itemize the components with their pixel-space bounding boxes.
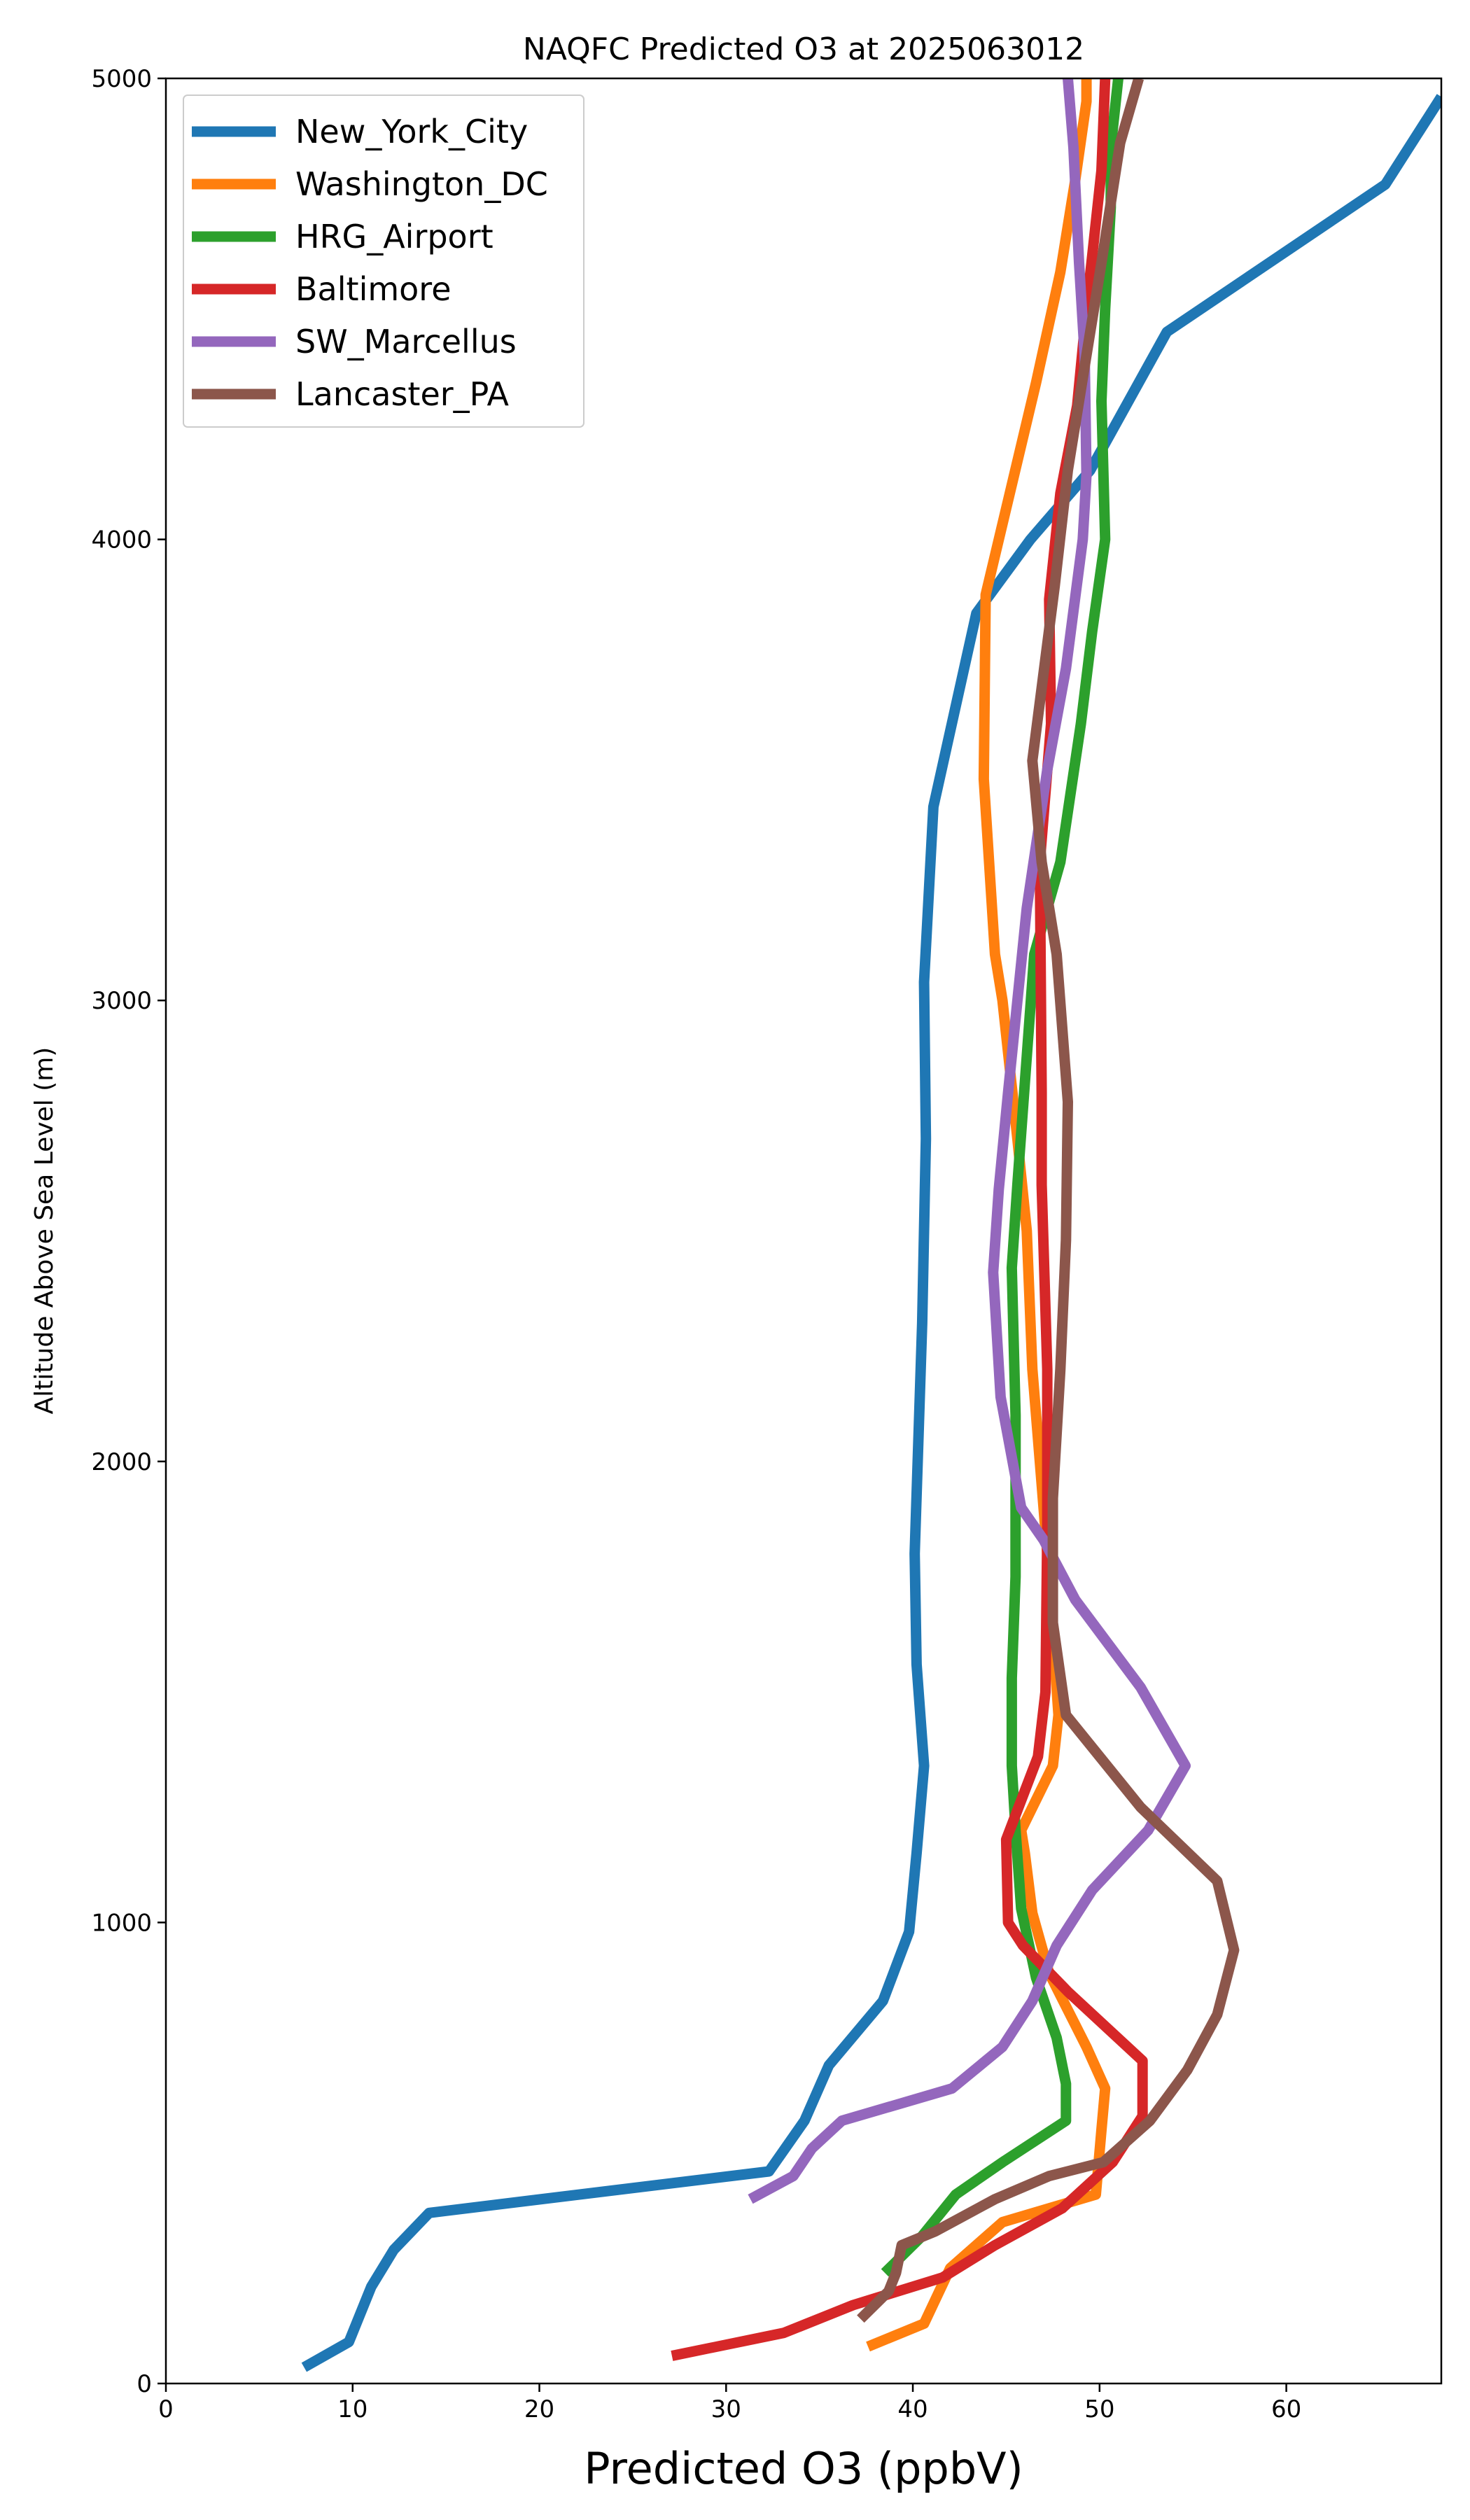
legend-label: HRG_Airport [295,218,493,255]
legend-box [183,94,584,428]
legend-label: New_York_City [295,113,528,150]
y-tick-label: 2000 [91,1448,152,1476]
chart-title: NAQFC Predicted O3 at 2025063012 [523,31,1084,67]
series-line-new-york-city [301,94,1441,2372]
legend-label: Lancaster_PA [295,375,509,413]
legend: New_York_City Washington_DC HRG_Airport Bal… [183,94,584,428]
series-line-lancaster-pa [857,78,1240,2323]
legend-label: Washington_DC [295,165,548,203]
plot-frame [164,77,1443,2385]
legend-label: Baltimore [295,270,451,308]
x-tick-label: 30 [711,2395,741,2423]
series-layer [301,78,1441,2372]
x-tick-label: 10 [337,2395,368,2423]
y-tick-label: 0 [136,2370,152,2398]
y-tick-label: 5000 [91,65,152,93]
legend-label: SW_Marcellus [295,323,517,360]
y-axis-label: Altitude Above Sea Level (m) [30,1047,59,1415]
x-axis-label: Predicted O3 (ppbV) [584,2443,1023,2494]
x-tick-label: 20 [524,2395,554,2423]
x-tick-label: 50 [1084,2395,1114,2423]
x-tick-label: 0 [158,2395,174,2423]
x-axis: 0 10 20 30 40 50 60 [158,2384,1301,2423]
y-tick-label: 3000 [91,987,152,1015]
x-tick-label: 40 [897,2395,927,2423]
series-line-sw-marcellus [748,78,1191,2204]
x-tick-label: 60 [1271,2395,1301,2423]
y-axis: 0 1000 2000 3000 4000 5000 [91,65,166,2398]
y-tick-label: 1000 [91,1909,152,1937]
y-tick-label: 4000 [91,526,152,554]
